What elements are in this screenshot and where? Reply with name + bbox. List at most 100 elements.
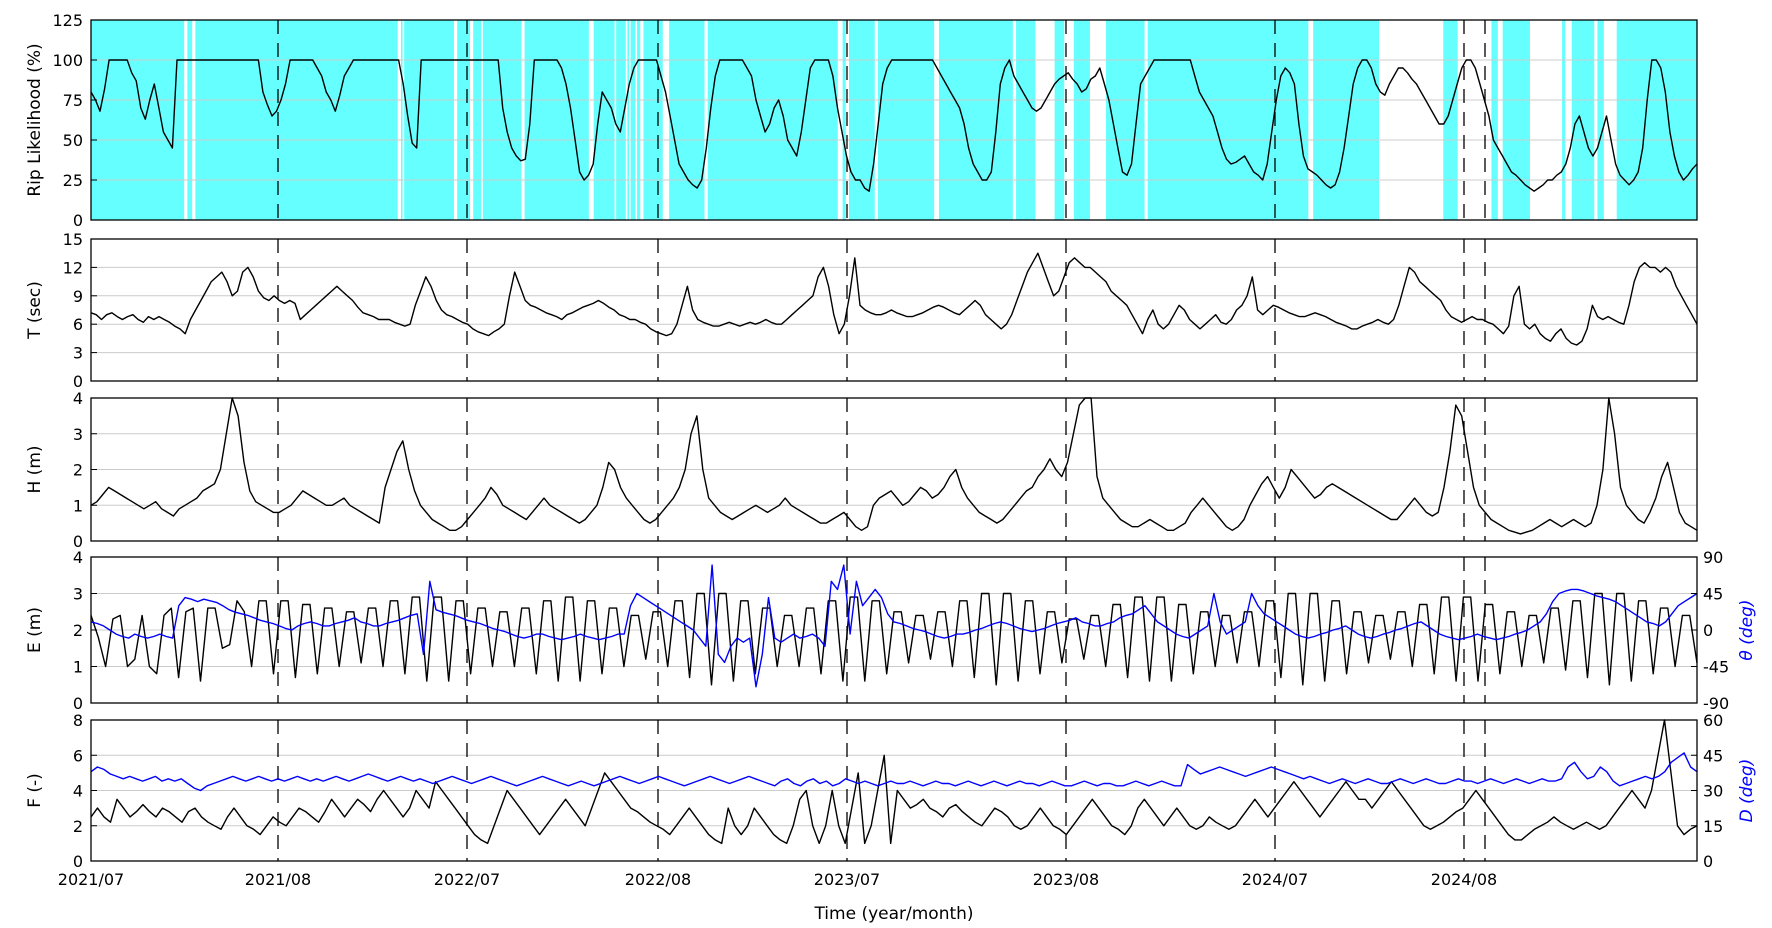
- shading-gap: [1144, 20, 1148, 220]
- y-axis-label: E (m): [25, 607, 45, 653]
- xtick-label: 2021/07: [58, 870, 124, 889]
- panel-period: 0 3 6 9 12 15 T (sec): [25, 230, 1698, 391]
- y-axis-label: H (m): [25, 445, 45, 493]
- shading-gap: [1603, 20, 1617, 220]
- shading-gap: [453, 20, 458, 220]
- shading-gap: [470, 20, 474, 220]
- y-axis-label: F (-): [25, 773, 45, 808]
- shading-gap: [184, 20, 188, 220]
- shading-gap: [588, 20, 594, 220]
- shading-gap: [397, 20, 401, 220]
- shading-gap: [640, 20, 644, 220]
- ytick-label: 4: [73, 548, 83, 567]
- shading-gap: [625, 20, 628, 220]
- panel-rip: 0 25 50 75 100 125 Rip Likelihood (%): [25, 11, 1698, 230]
- y2tick-label: -90: [1703, 694, 1729, 713]
- y2tick-label: 45: [1703, 746, 1723, 765]
- shading-gap: [704, 20, 708, 220]
- ytick-label: 0: [73, 532, 83, 551]
- shading-gap: [481, 20, 483, 220]
- ytick-label: 6: [73, 315, 83, 334]
- ytick-label: 3: [73, 344, 83, 363]
- shading-gap: [874, 20, 878, 220]
- ytick-label: 2: [73, 817, 83, 836]
- rip-shading: [91, 20, 1697, 220]
- ytick-label: 0: [73, 211, 83, 230]
- y2tick-label: 45: [1703, 585, 1723, 604]
- shading-gap: [192, 20, 196, 220]
- ytick-label: 6: [73, 746, 83, 765]
- ytick-label: 3: [73, 425, 83, 444]
- xtick-label: 2022/08: [625, 870, 691, 889]
- xtick-label: 2024/08: [1431, 870, 1497, 889]
- ytick-label: 9: [73, 287, 83, 306]
- x-axis-label: Time (year/month): [813, 904, 973, 924]
- y2tick-label: 0: [1703, 621, 1713, 640]
- xtick-label: 2023/08: [1033, 870, 1099, 889]
- ytick-label: 100: [52, 51, 83, 70]
- ytick-label: 8: [73, 711, 83, 730]
- shading-gap: [1497, 20, 1503, 220]
- shading-gap: [1594, 20, 1598, 220]
- series-line-left: [90, 59, 1698, 192]
- xtick-label: 2023/07: [814, 870, 880, 889]
- series-line-left: [90, 397, 1698, 535]
- ytick-label: 0: [73, 372, 83, 391]
- series-line-left: [90, 252, 1698, 346]
- shading-gap: [629, 20, 631, 220]
- shading-gap: [1457, 20, 1492, 220]
- shading-gap: [635, 20, 638, 220]
- plot-frame: [90, 19, 1698, 221]
- y2-axis-label: θ (deg): [1737, 599, 1757, 660]
- shading-gap: [1089, 20, 1106, 220]
- shading-gap: [1529, 20, 1563, 220]
- ytick-label: 4: [73, 782, 83, 801]
- shading-gap: [1565, 20, 1572, 220]
- shading-gap: [1379, 20, 1388, 220]
- shading-gap: [1035, 20, 1055, 220]
- ytick-label: 12: [63, 258, 83, 277]
- ytick-label: 0: [73, 852, 83, 871]
- y-axis-label: Rip Likelihood (%): [25, 43, 45, 196]
- panel-flux-direction: 0 2 4 6 8 0 15 30 45 60 D (deg) F (-) 2021/07 2021/08…: [25, 711, 1757, 924]
- ytick-label: 50: [63, 131, 83, 150]
- ytick-label: 25: [63, 171, 83, 190]
- y2tick-label: 30: [1703, 782, 1723, 801]
- y2tick-label: -45: [1703, 658, 1729, 677]
- xtick-label: 2024/07: [1242, 870, 1308, 889]
- shading-gap: [1064, 20, 1074, 220]
- plot-frame: [90, 238, 1698, 382]
- ytick-label: 75: [63, 91, 83, 110]
- shading-gap: [521, 20, 525, 220]
- y2tick-label: 90: [1703, 548, 1723, 567]
- ytick-label: 125: [52, 11, 83, 30]
- y2tick-label: 15: [1703, 817, 1723, 836]
- ytick-label: 0: [73, 694, 83, 713]
- shading-gap: [402, 20, 405, 220]
- y2tick-label: 60: [1703, 711, 1723, 730]
- ytick-label: 2: [73, 461, 83, 480]
- series-line-right: [90, 564, 1698, 688]
- shading-gap: [1387, 20, 1444, 220]
- panel-elevation-direction: 0 1 2 3 4 -90 -45 0 45 90 θ (deg) E (m): [25, 548, 1757, 713]
- y2-axis-label: D (deg): [1737, 759, 1757, 823]
- ytick-label: 2: [73, 621, 83, 640]
- y2tick-label: 0: [1703, 852, 1713, 871]
- shading-gap: [1308, 20, 1314, 220]
- ytick-label: 15: [63, 230, 83, 249]
- panel-height: 0 1 2 3 4 H (m): [25, 389, 1698, 551]
- ytick-label: 4: [73, 389, 83, 408]
- xtick-label: 2021/08: [245, 870, 311, 889]
- ytick-label: 1: [73, 658, 83, 677]
- series-line-right: [90, 752, 1698, 792]
- shading-gap: [662, 20, 670, 220]
- shading-band: [91, 20, 1697, 220]
- y-axis-label: T (sec): [25, 281, 45, 340]
- xtick-label: 2022/07: [434, 870, 500, 889]
- shading-gap: [934, 20, 939, 220]
- ytick-label: 3: [73, 585, 83, 604]
- series-line-left: [90, 719, 1698, 845]
- shading-gap: [1012, 20, 1017, 220]
- ytick-label: 1: [73, 496, 83, 515]
